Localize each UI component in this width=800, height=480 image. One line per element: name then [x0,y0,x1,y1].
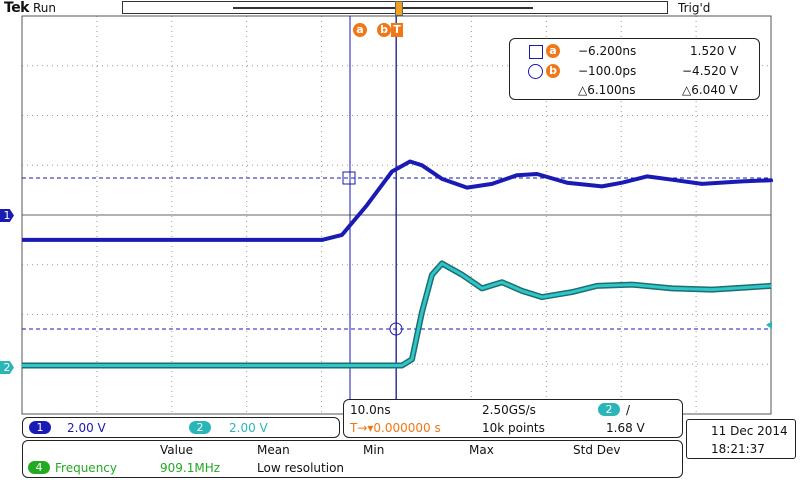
cursor-a-square-icon [529,45,543,59]
cursor-a-label[interactable]: a [353,23,367,37]
meas-header-value: Value [160,443,193,457]
ch2-waveform-core [22,262,772,367]
record-length: 10k points [482,421,545,435]
trigger-position-marker[interactable]: T [391,23,403,37]
cursor-a-readout-badge: a [546,44,560,58]
time-per-div[interactable]: 10.0ns [350,403,391,417]
cursor-a-square-marker [342,171,356,185]
trigger-position[interactable]: T→▾0.000000 s [350,421,441,435]
cursor-b-value: −4.520 V [682,64,739,78]
ch1-waveform [22,159,773,242]
cursor-delta-value: △6.040 V [682,83,738,97]
ch1-badge[interactable]: 1 [29,421,51,434]
brand-logo: Tek [4,0,30,16]
meas-channel-badge[interactable]: 4 [28,461,50,474]
ch2-badge[interactable]: 2 [189,421,211,434]
meas-header-max: Max [469,443,494,457]
channel-scale-panel[interactable]: 1 2.00 V 2 2.00 V [22,417,340,438]
meas-value: 909.1MHz [160,461,221,475]
ch2-ground-marker[interactable]: 2 [0,361,14,374]
ch1-scale[interactable]: 2.00 V [67,421,106,435]
meas-header-mean: Mean [257,443,290,457]
meas-header-stddev: Std Dev [573,443,621,457]
trigger-level-arrow-icon [766,321,772,329]
trigger-source-badge[interactable]: 2 [598,403,620,416]
meas-name[interactable]: Frequency [55,461,117,475]
timebase-panel[interactable]: 10.0ns 2.50GS/s 2 / T→▾0.000000 s 10k po… [343,399,683,438]
measurements-panel[interactable]: Value Mean Min Max Std Dev 4 Frequency 9… [22,440,683,478]
cursor-b-label[interactable]: b [377,23,391,37]
cursor-delta-time: △6.100ns [578,83,636,97]
trigger-state: Trig'd [678,1,711,15]
sample-rate: 2.50GS/s [482,403,536,417]
cursor-readout-panel: a −6.200ns 1.520 V b −100.0ps −4.520 V △… [509,38,760,100]
datetime-panel: 11 Dec 2014 18:21:37 [686,419,796,459]
run-state: Run [33,1,57,15]
trigger-level[interactable]: 1.68 V [606,421,645,435]
cursor-b-circle-marker [389,322,403,336]
date: 11 Dec 2014 [711,424,788,438]
cursor-b-readout-badge: b [546,64,560,78]
meas-header-min: Min [363,443,385,457]
trigger-slope-icon[interactable]: / [626,403,631,417]
cursor-b-circle-icon [528,64,543,79]
cursor-a-time: −6.200ns [578,44,637,58]
cursor-b-time: −100.0ps [578,64,637,78]
ch2-scale[interactable]: 2.00 V [229,421,268,435]
ch1-ground-marker[interactable]: 1 [0,209,14,222]
time: 18:21:37 [711,442,765,456]
record-position-bar[interactable] [122,1,668,16]
cursor-a-value: 1.520 V [690,44,737,58]
record-window [233,7,533,9]
meas-note: Low resolution [257,461,345,475]
